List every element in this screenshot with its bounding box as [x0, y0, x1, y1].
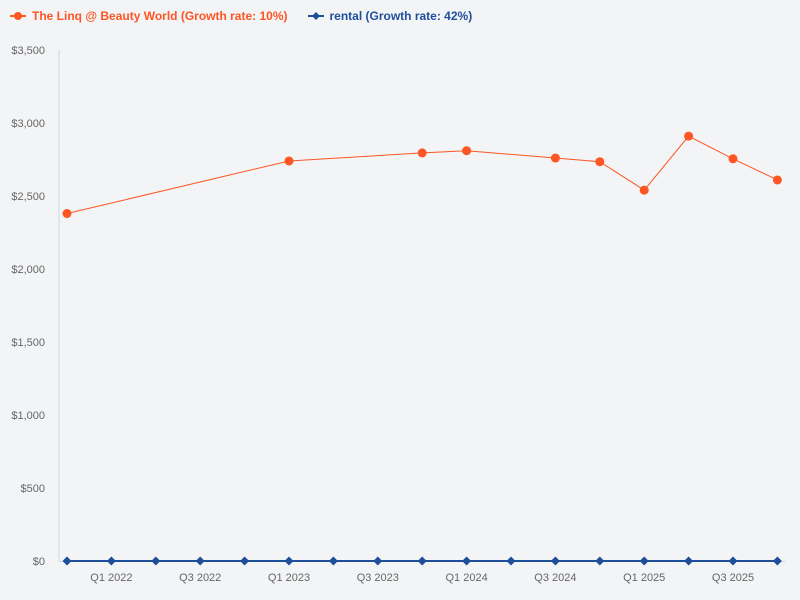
y-tick-label: $2,000 — [11, 264, 45, 276]
data-point — [772, 556, 782, 566]
x-tick-label: Q1 2025 — [623, 572, 665, 584]
data-point — [106, 556, 116, 566]
y-tick-label: $1,000 — [11, 410, 45, 422]
data-point — [639, 185, 649, 195]
data-point — [595, 556, 605, 566]
legend-label: The Linq @ Beauty World (Growth rate: 10… — [32, 9, 288, 23]
data-point — [728, 556, 738, 566]
data-point — [417, 556, 427, 566]
x-tick-label: Q1 2023 — [268, 572, 310, 584]
data-point — [195, 556, 205, 566]
data-point — [328, 556, 338, 566]
y-tick-label: $0 — [33, 556, 45, 568]
data-point — [550, 153, 560, 163]
data-point — [240, 556, 250, 566]
data-point — [373, 556, 383, 566]
chart-legend: The Linq @ Beauty World (Growth rate: 10… — [10, 9, 472, 23]
y-tick-label: $500 — [21, 483, 45, 495]
data-point — [595, 157, 605, 167]
y-tick-label: $1,500 — [11, 337, 45, 349]
legend-label: rental (Growth rate: 42%) — [329, 9, 473, 23]
data-point — [284, 156, 294, 166]
data-point — [772, 175, 782, 185]
data-point — [284, 556, 294, 566]
data-point — [62, 556, 72, 566]
series-line — [66, 135, 778, 215]
circle-marker-icon — [10, 12, 26, 20]
data-point — [62, 209, 72, 219]
data-point — [151, 556, 161, 566]
data-point — [728, 154, 738, 164]
data-point — [684, 131, 694, 141]
data-point — [462, 146, 472, 156]
x-tick-label: Q1 2022 — [90, 572, 132, 584]
y-tick-label: $3,500 — [11, 45, 45, 57]
x-tick-label: Q3 2025 — [712, 572, 754, 584]
data-point — [684, 556, 694, 566]
x-tick-label: Q1 2024 — [445, 572, 487, 584]
legend-item-linq[interactable]: The Linq @ Beauty World (Growth rate: 10… — [10, 9, 288, 23]
x-tick-label: Q3 2022 — [179, 572, 221, 584]
data-point — [417, 148, 427, 158]
x-tick-label: Q3 2024 — [534, 572, 576, 584]
data-point — [462, 556, 472, 566]
data-point — [550, 556, 560, 566]
y-tick-label: $3,000 — [11, 118, 45, 130]
legend-item-rental[interactable]: rental (Growth rate: 42%) — [307, 9, 473, 23]
data-point — [639, 556, 649, 566]
x-tick-label: Q3 2023 — [357, 572, 399, 584]
diamond-marker-icon — [307, 12, 324, 20]
data-point — [506, 556, 516, 566]
y-tick-label: $2,500 — [11, 191, 45, 203]
